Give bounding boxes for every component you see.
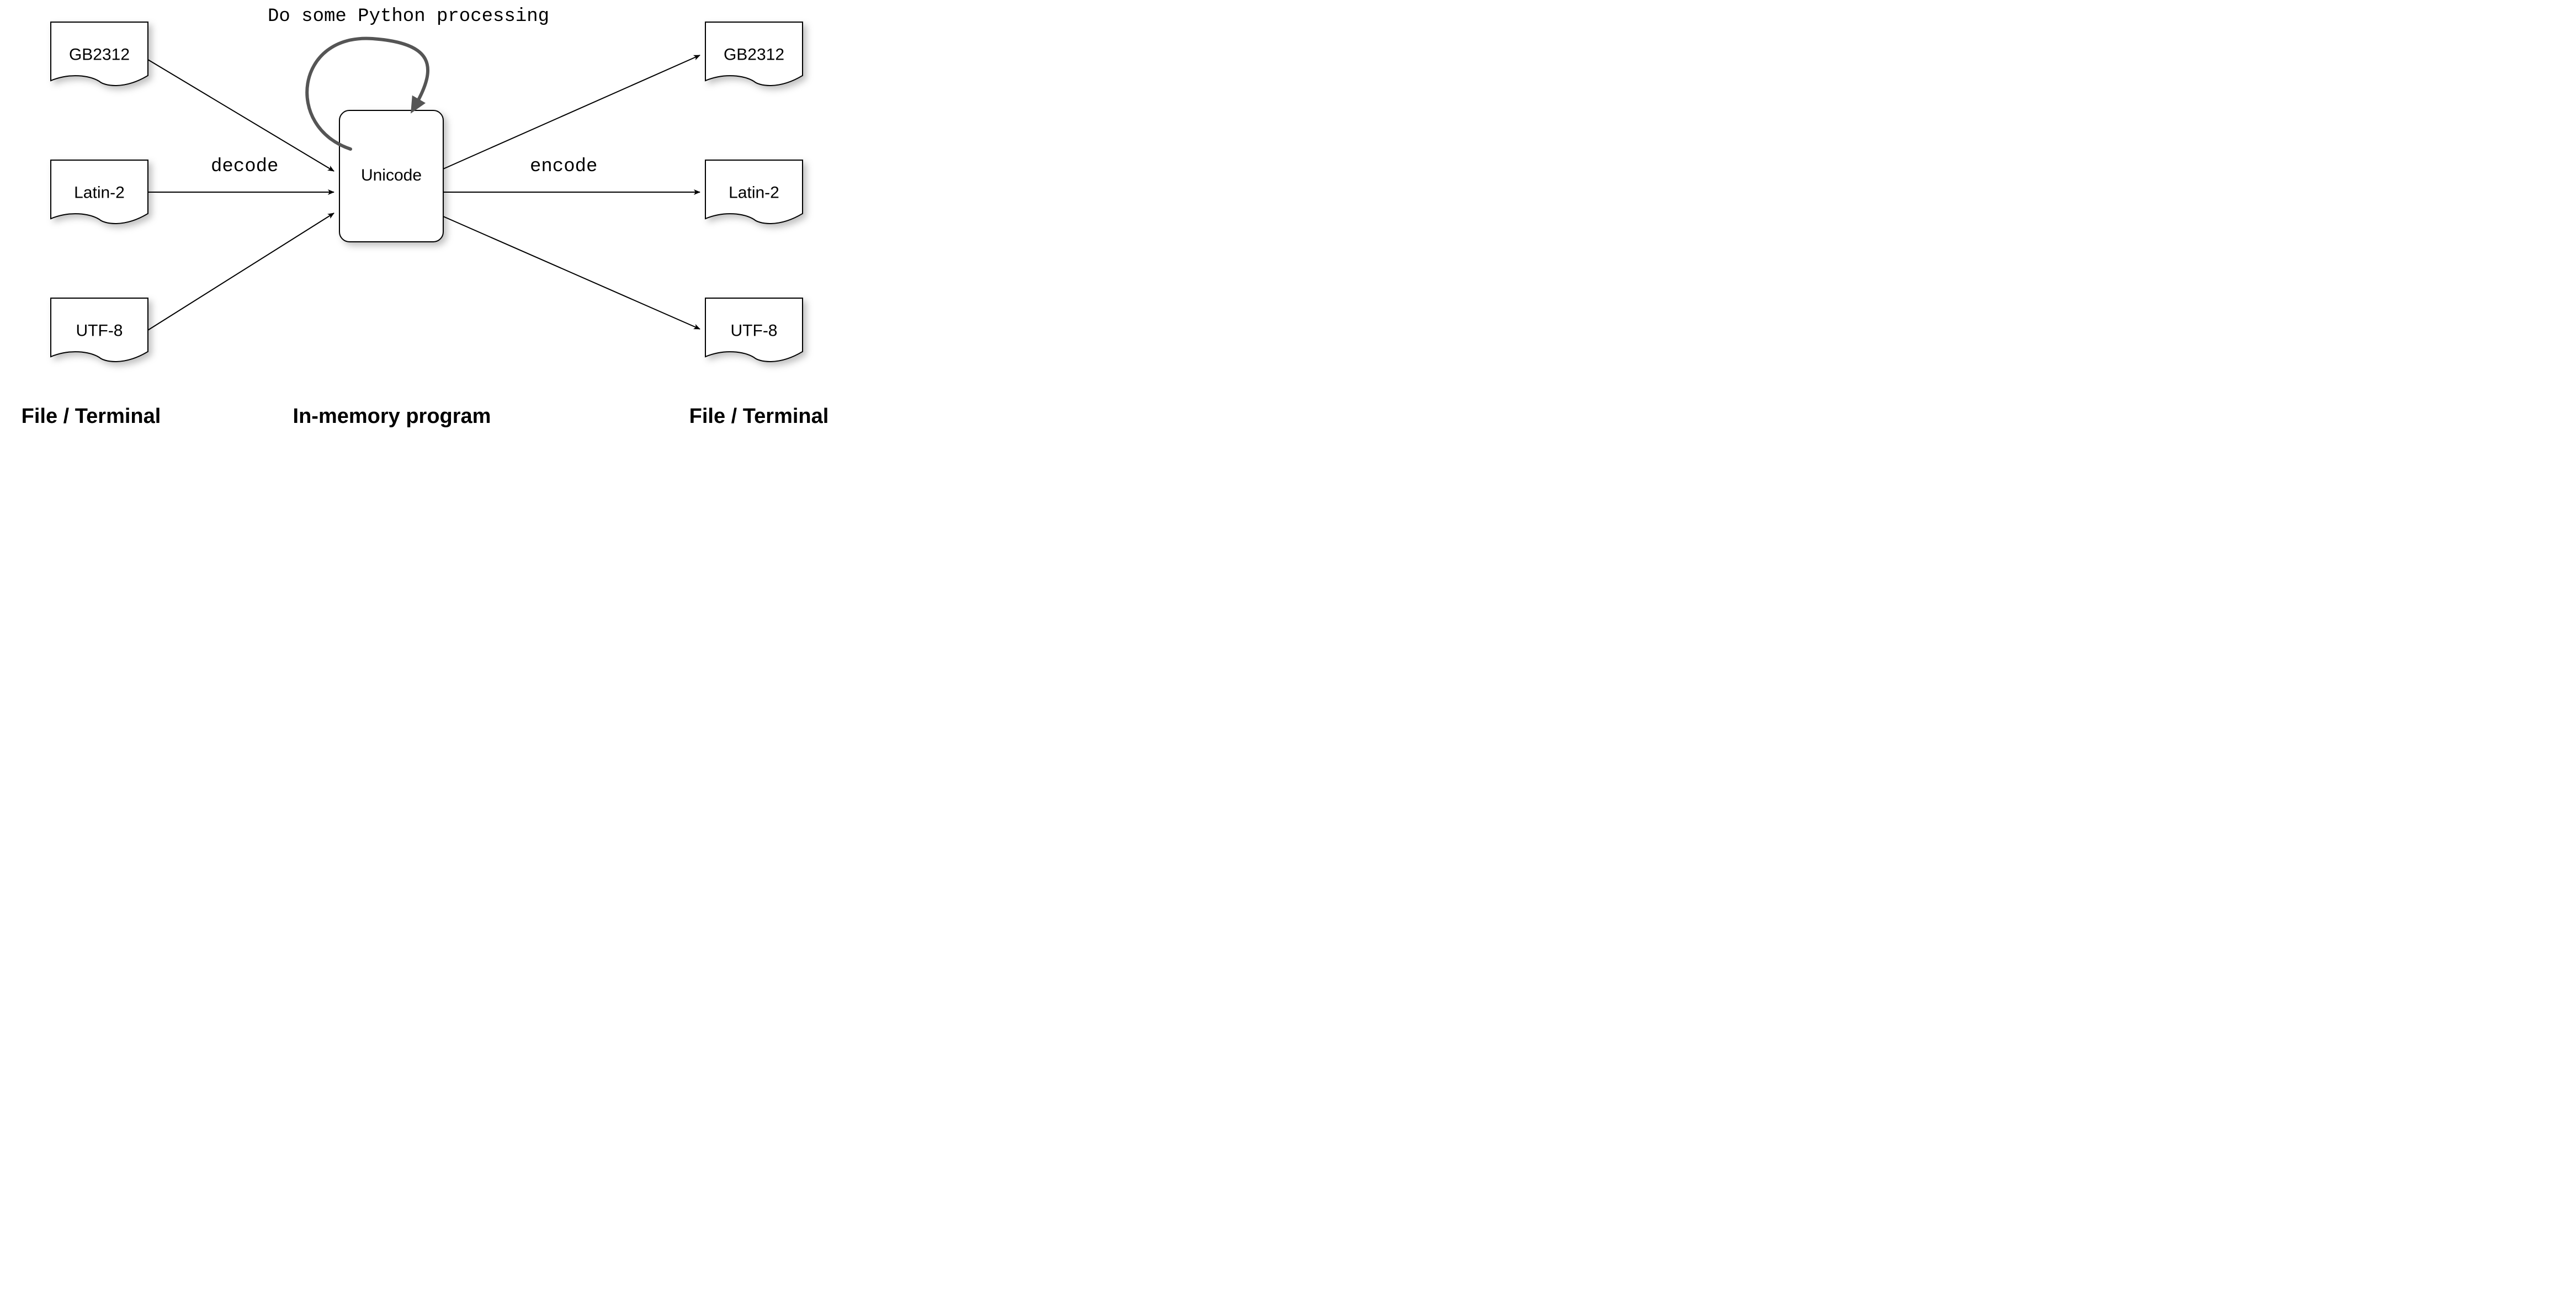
in-utf8-label: UTF-8 [76, 321, 123, 340]
caption-center: In-memory program [293, 405, 491, 428]
in-gb2312-doc: GB2312 [51, 22, 148, 86]
out-latin2-doc: Latin-2 [705, 160, 803, 224]
out-latin2-label: Latin-2 [729, 183, 779, 202]
out-utf8-label: UTF-8 [731, 321, 778, 340]
caption-left: File / Terminal [22, 405, 161, 428]
out-gb2312-label: GB2312 [724, 45, 784, 63]
decode-arrow-in-utf8 [148, 213, 334, 330]
in-utf8-doc: UTF-8 [51, 298, 148, 362]
out-gb2312-doc: GB2312 [705, 22, 803, 86]
unicode-box: Unicode [339, 110, 443, 242]
encode-arrow-out-gb2312 [443, 55, 700, 169]
unicode-label: Unicode [361, 166, 422, 184]
in-latin2-doc: Latin-2 [51, 160, 148, 224]
self-loop-label: Do some Python processing [268, 6, 549, 27]
in-gb2312-label: GB2312 [69, 45, 130, 63]
caption-right: File / Terminal [689, 405, 829, 428]
decode-arrow-in-gb2312 [148, 60, 334, 171]
decode-label: decode [211, 156, 278, 177]
encoding-flow-diagram: GB2312 Latin-2 UTF-8 GB2312 Latin-2 UTF-8 Unic… [0, 0, 859, 431]
out-utf8-doc: UTF-8 [705, 298, 803, 362]
encode-label: encode [530, 156, 597, 177]
encode-arrow-out-utf8 [443, 216, 700, 329]
in-latin2-label: Latin-2 [74, 183, 125, 202]
